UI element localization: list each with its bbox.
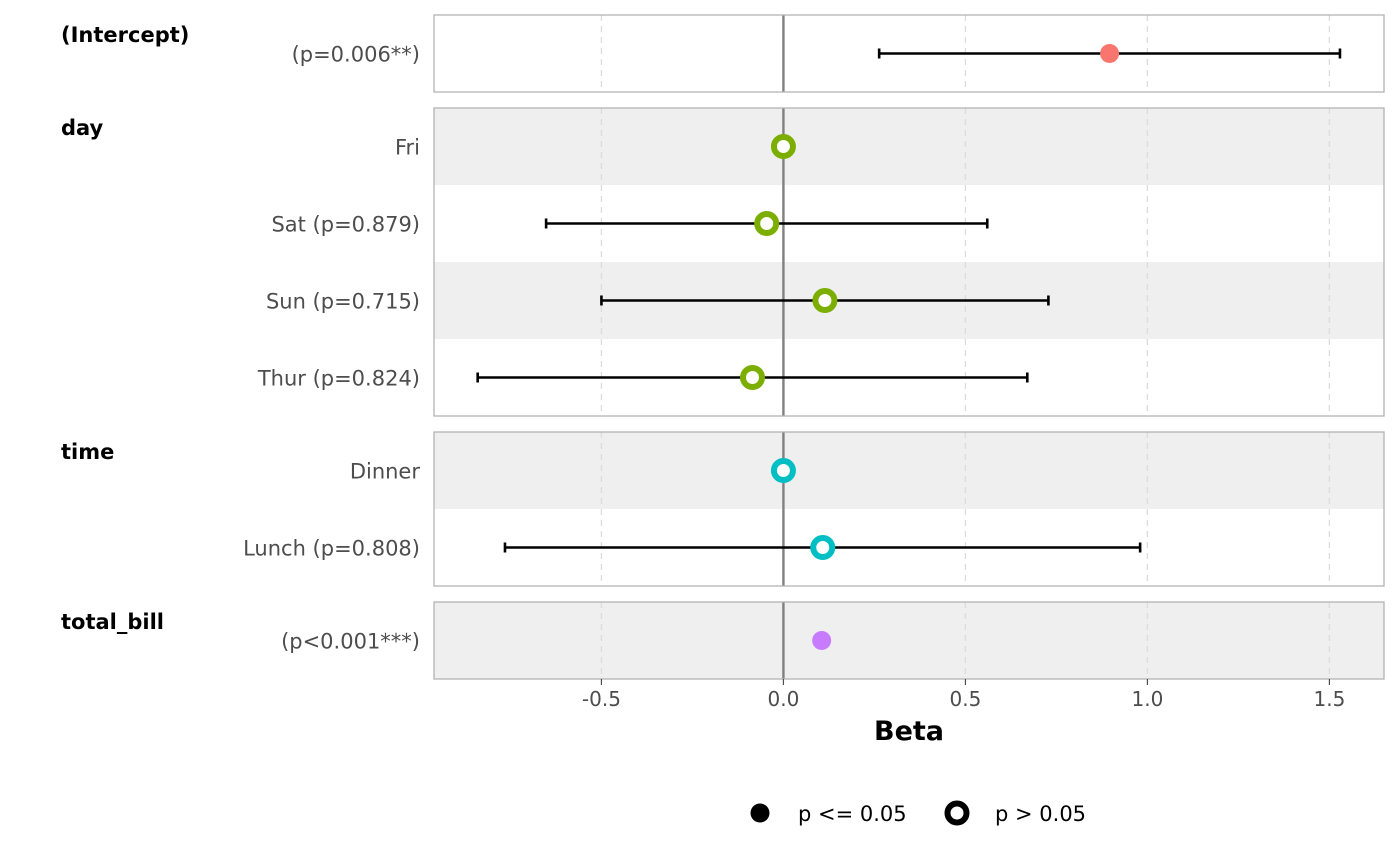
estimate-point xyxy=(770,458,796,483)
legend-label: p <= 0.05 xyxy=(798,802,907,826)
row-label: (p<0.001***) xyxy=(281,630,420,654)
estimate-point xyxy=(739,365,765,390)
row-label: Thur (p=0.824) xyxy=(257,367,420,391)
estimate-point xyxy=(754,211,780,236)
row-stripe xyxy=(434,602,1384,679)
panel-border xyxy=(433,107,1385,417)
group-title-time: time xyxy=(61,440,114,464)
estimate-point xyxy=(770,134,796,159)
row-label: Sat (p=0.879) xyxy=(271,213,420,237)
panel-border xyxy=(433,601,1385,680)
legend-hollow-circle-icon xyxy=(944,800,970,826)
estimate-point xyxy=(1100,44,1120,63)
row-label: (p=0.006**) xyxy=(292,43,420,67)
row-label: Fri xyxy=(395,136,420,160)
estimate-point xyxy=(810,535,836,560)
panel-border xyxy=(433,431,1385,587)
group-title-total-bill: total_bill xyxy=(61,610,164,634)
legend-label: p > 0.05 xyxy=(995,802,1086,826)
group-title--intercept-: (Intercept) xyxy=(61,23,189,47)
x-tick-label: 1.0 xyxy=(1132,687,1164,711)
x-axis-title: Beta xyxy=(874,716,944,747)
panel-border xyxy=(433,14,1385,93)
row-label: Dinner xyxy=(350,460,421,484)
group-title-day: day xyxy=(61,116,104,140)
row-label: Lunch (p=0.808) xyxy=(243,537,420,561)
x-tick-label: -0.5 xyxy=(582,687,621,711)
x-tick-label: 0.5 xyxy=(950,687,982,711)
row-label: Sun (p=0.715) xyxy=(266,290,420,314)
estimate-point xyxy=(812,631,832,650)
legend-filled-circle-icon xyxy=(750,803,770,823)
x-tick-label: 1.5 xyxy=(1313,687,1345,711)
row-stripe xyxy=(434,432,1384,509)
estimate-point xyxy=(812,288,838,313)
x-tick-label: 0.0 xyxy=(768,687,800,711)
row-stripe xyxy=(434,108,1384,185)
